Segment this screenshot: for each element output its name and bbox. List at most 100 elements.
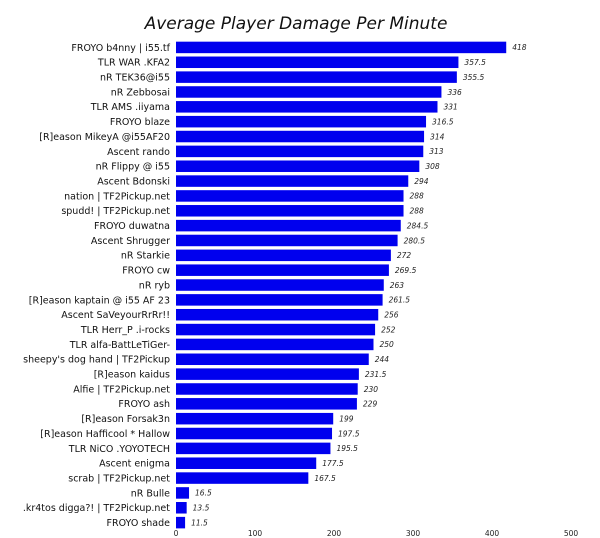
bar	[176, 130, 425, 143]
category-label: FROYO shade	[107, 518, 171, 529]
bar	[176, 160, 420, 172]
value-label: 272	[397, 251, 412, 260]
bar	[176, 516, 186, 529]
category-label: nR Zebbosai	[111, 87, 170, 98]
bar	[176, 264, 389, 276]
value-label: 313	[429, 147, 444, 156]
bar	[176, 86, 442, 98]
value-label: 231.5	[365, 370, 387, 379]
x-tick-label: 500	[564, 529, 579, 538]
category-label: .kr4tos digga?! | TF2Pickup.net	[23, 503, 170, 514]
bar	[176, 398, 357, 410]
category-label: Alfie | TF2Pickup.net	[73, 384, 170, 395]
category-label: [R]eason MikeyA @i55AF20	[39, 132, 170, 143]
category-label: FROYO cw	[122, 266, 170, 277]
category-label: nR Starkie	[121, 251, 170, 262]
category-label: Ascent Bdonski	[97, 176, 170, 187]
value-label: 331	[443, 103, 457, 112]
bar	[176, 427, 333, 440]
bar	[176, 308, 379, 321]
value-label: 11.5	[191, 518, 208, 527]
value-label: 167.5	[314, 474, 336, 483]
value-label: 13.5	[193, 504, 210, 513]
value-label: 197.5	[338, 429, 360, 438]
category-label: TLR AMS .iiyama	[90, 102, 170, 113]
chart-title: Average Player Damage Per Minute	[144, 14, 448, 34]
category-label: TLR alfa-BattLeTiGer-	[69, 340, 170, 351]
bar	[176, 472, 309, 484]
value-label: 288	[410, 207, 425, 216]
bar	[176, 279, 384, 291]
value-label: 199	[339, 414, 354, 423]
category-label: [R]eason Forsak3n	[81, 414, 170, 425]
bar	[176, 205, 404, 217]
bar	[176, 234, 398, 247]
value-label: 229	[363, 400, 378, 409]
value-label: 314	[430, 132, 445, 141]
category-labels: FROYO b4nny | i55.tf TLR WAR .KFA2 nR TEK3…	[23, 43, 171, 529]
value-label: 230	[364, 385, 379, 394]
category-label: [R]eason Hafficool * Hallow	[40, 429, 170, 440]
value-label: 418	[512, 43, 527, 52]
value-label: 280.5	[404, 236, 426, 245]
bar	[176, 442, 331, 455]
category-label: [R]eason kaptain @ i55 AF 23	[29, 295, 170, 306]
x-tick-label: 400	[485, 529, 500, 538]
category-label: FROYO blaze	[110, 117, 170, 128]
bar	[176, 412, 334, 425]
category-label: Ascent enigma	[99, 459, 170, 470]
value-label: 336	[447, 88, 462, 97]
bar	[176, 487, 190, 499]
category-label: nR TEK36@i55	[100, 73, 170, 84]
bar	[176, 101, 438, 113]
bar	[176, 219, 401, 232]
bar	[176, 115, 427, 128]
x-tick-label: 100	[248, 529, 263, 538]
value-label: 256	[384, 311, 399, 320]
category-label: FROYO ash	[118, 399, 170, 410]
category-label: [R]eason kaidus	[94, 370, 170, 381]
bar	[176, 145, 424, 158]
category-label: nR ryb	[139, 280, 170, 291]
bar	[176, 353, 369, 366]
category-label: Ascent SaVeyourRrRr!!	[61, 310, 170, 321]
value-label: 288	[410, 192, 425, 201]
value-label: 244	[375, 355, 390, 364]
bars-group	[176, 41, 507, 529]
value-label: 269.5	[395, 266, 417, 275]
category-label: TLR NiCO .YOYOTECH	[68, 444, 170, 455]
x-tick-label: 300	[406, 529, 421, 538]
category-label: spudd! | TF2Pickup.net	[61, 206, 170, 217]
category-label: Ascent rando	[107, 147, 170, 158]
category-label: sheepy's dog hand | TF2Pickup	[23, 355, 170, 366]
bar	[176, 338, 374, 351]
value-label: 16.5	[195, 489, 212, 498]
category-label: nR Flippy @ i55	[96, 162, 170, 173]
value-label: 195.5	[336, 444, 358, 453]
value-label: 252	[381, 325, 396, 334]
value-label: 263	[390, 281, 405, 290]
bar	[176, 457, 317, 469]
value-label: 261.5	[389, 296, 411, 305]
bar	[176, 383, 358, 395]
bar	[176, 502, 187, 514]
category-label: Ascent Shrugger	[91, 236, 170, 247]
category-label: scrab | TF2Pickup.net	[68, 473, 170, 484]
category-label: nation | TF2Pickup.net	[64, 191, 170, 202]
bar	[176, 249, 391, 262]
bar	[176, 56, 459, 69]
value-label: 355.5	[463, 73, 485, 82]
category-label: FROYO duwatna	[94, 221, 170, 232]
bar	[176, 175, 409, 187]
bar	[176, 190, 404, 202]
value-label: 284.5	[407, 221, 429, 230]
x-tick-label: 0	[174, 529, 179, 538]
bar	[176, 323, 376, 336]
bar	[176, 71, 457, 83]
category-label: TLR Herr_P .i-rocks	[80, 325, 170, 336]
bar	[176, 368, 359, 380]
bar	[176, 41, 507, 54]
x-axis-ticks: 0 100 200 300 400 500	[174, 529, 579, 538]
